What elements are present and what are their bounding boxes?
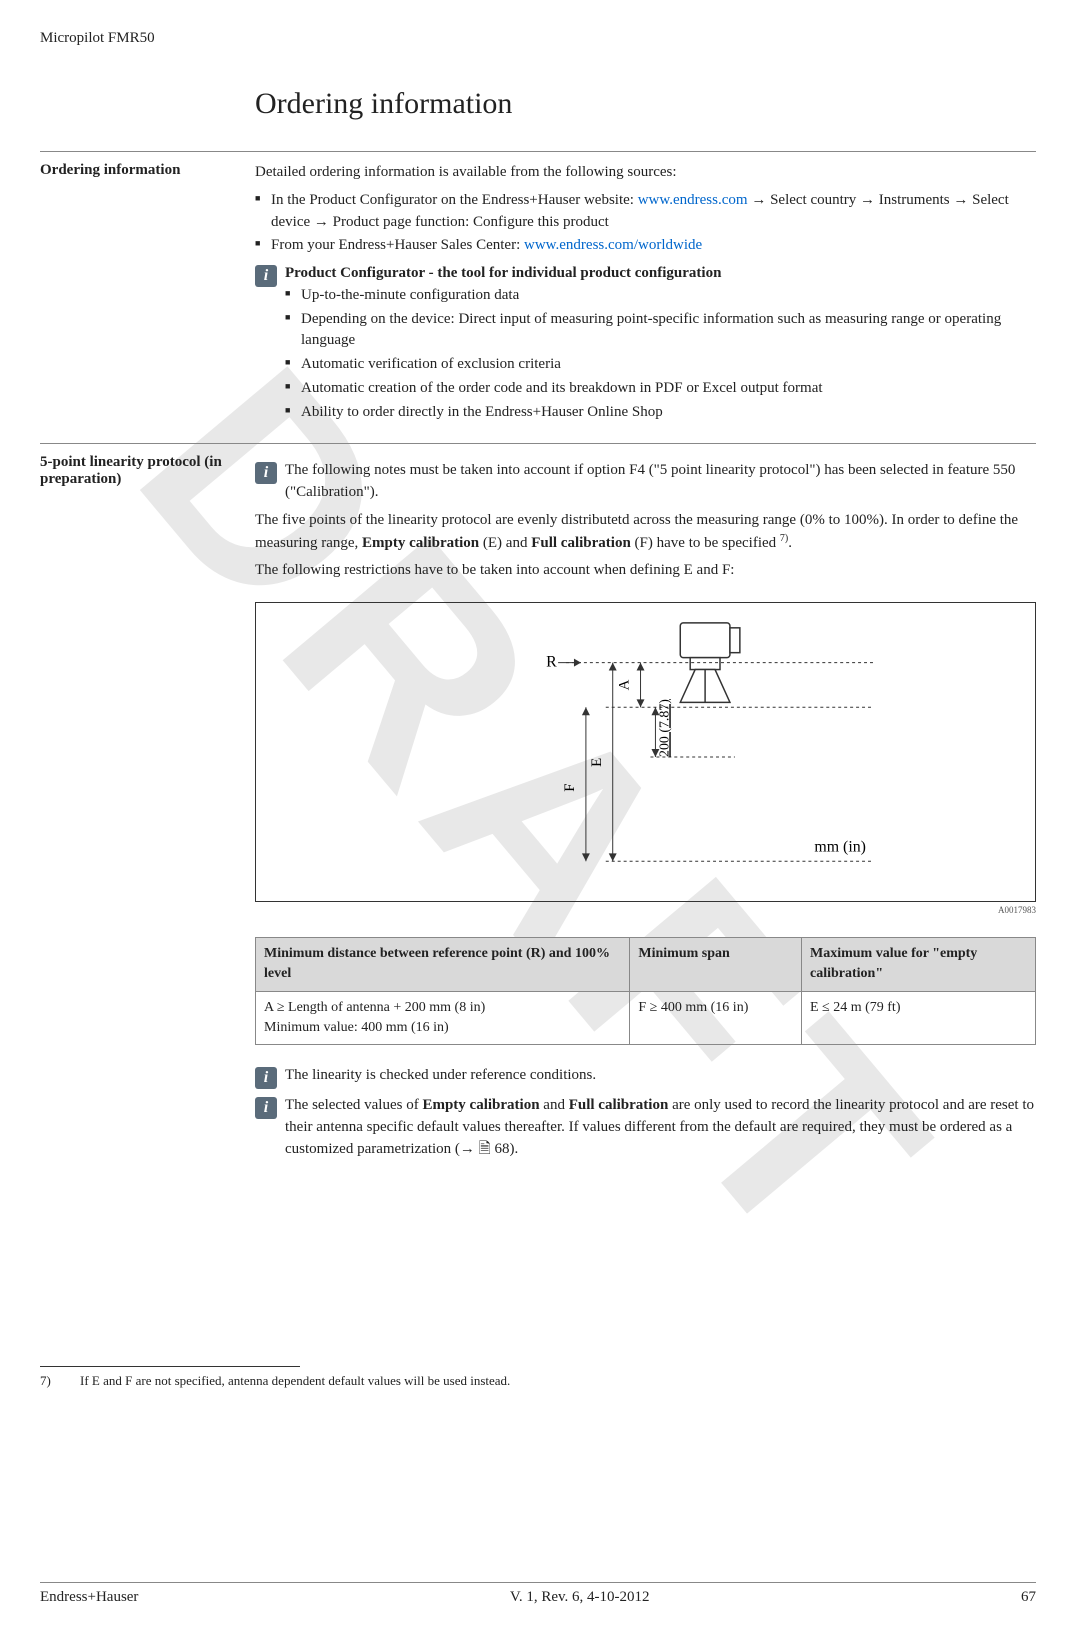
- pc-item: Automatic creation of the order code and…: [285, 378, 1036, 400]
- pc-item: Automatic verification of exclusion crit…: [285, 354, 1036, 376]
- footnote: 7) If E and F are not specified, antenna…: [40, 1373, 1036, 1389]
- section-label-linearity: 5-point linearity protocol (in preparati…: [40, 454, 255, 488]
- divider: [40, 443, 1036, 444]
- info-icon: i: [255, 265, 277, 287]
- link-endress[interactable]: www.endress.com: [638, 192, 748, 208]
- footer-left: Endress+Hauser: [40, 1589, 138, 1606]
- linearity-p1: The five points of the linearity protoco…: [255, 510, 1036, 555]
- pc-item: Up-to-the-minute configuration data: [285, 285, 1036, 307]
- linearity-note-3: The selected values of Empty calibration…: [285, 1095, 1036, 1160]
- linearity-note-2: The linearity is checked under reference…: [285, 1065, 1036, 1087]
- footnote-num: 7): [40, 1373, 80, 1389]
- text: and: [540, 1097, 569, 1113]
- ordering-source-1: In the Product Configurator on the Endre…: [255, 190, 1036, 234]
- info-icon: i: [255, 1067, 277, 1089]
- table-header: Maximum value for "empty calibration": [801, 938, 1035, 992]
- table-cell: E ≤ 24 m (79 ft): [801, 991, 1035, 1045]
- ordering-intro: Detailed ordering information is availab…: [255, 162, 1036, 184]
- text: Full calibration: [531, 535, 631, 551]
- diagram-label-F: F: [562, 783, 578, 791]
- table-cell: F ≥ 400 mm (16 in): [630, 991, 802, 1045]
- figure-code: A0017983: [255, 904, 1036, 917]
- footnote-rule: [40, 1366, 300, 1367]
- page-header-product: Micropilot FMR50: [40, 30, 1036, 47]
- text: Full calibration: [569, 1097, 669, 1113]
- text: (E) and: [479, 535, 531, 551]
- table-header: Minimum span: [630, 938, 802, 992]
- footer-center: V. 1, Rev. 6, 4-10-2012: [510, 1589, 650, 1606]
- text: (F) have to be specified: [631, 535, 780, 551]
- ordering-source-2: From your Endress+Hauser Sales Center: w…: [255, 235, 1036, 257]
- diagram-unit: mm (in): [814, 838, 866, 855]
- linearity-note-1: The following notes must be taken into a…: [285, 460, 1036, 504]
- calibration-diagram: R A E F: [255, 602, 1036, 902]
- text: A ≥ Length of antenna + 200 mm (8 in): [264, 998, 621, 1018]
- diagram-label-A: A: [617, 679, 633, 690]
- text: The selected values of: [285, 1097, 422, 1113]
- footnote-text: If E and F are not specified, antenna de…: [80, 1373, 510, 1389]
- pc-item: Depending on the device: Direct input of…: [285, 309, 1036, 353]
- text: Minimum value: 400 mm (16 in): [264, 1018, 621, 1038]
- table-cell: A ≥ Length of antenna + 200 mm (8 in) Mi…: [256, 991, 630, 1045]
- text: Empty calibration: [422, 1097, 539, 1113]
- pc-item: Ability to order directly in the Endress…: [285, 402, 1036, 424]
- section-label-ordering: Ordering information: [40, 162, 255, 179]
- footnote-ref: 7): [780, 533, 788, 544]
- spec-table: Minimum distance between reference point…: [255, 937, 1036, 1045]
- text: Empty calibration: [362, 535, 479, 551]
- info-icon: i: [255, 1097, 277, 1119]
- diagram-label-E: E: [589, 758, 605, 767]
- footer-right: 67: [1021, 1589, 1036, 1606]
- text: In the Product Configurator on the Endre…: [271, 192, 638, 208]
- diagram-label-200: 200 (7.87): [657, 699, 672, 757]
- table-header: Minimum distance between reference point…: [256, 938, 630, 992]
- text: From your Endress+Hauser Sales Center:: [271, 237, 524, 253]
- link-worldwide[interactable]: www.endress.com/worldwide: [524, 237, 702, 253]
- divider: [40, 151, 1036, 152]
- page-title: Ordering information: [255, 87, 1036, 121]
- info-icon: i: [255, 462, 277, 484]
- linearity-p2: The following restrictions have to be ta…: [255, 560, 1036, 582]
- product-configurator-title: Product Configurator - the tool for indi…: [285, 263, 1036, 285]
- text: .: [788, 535, 792, 551]
- diagram-label-R: R: [546, 654, 557, 671]
